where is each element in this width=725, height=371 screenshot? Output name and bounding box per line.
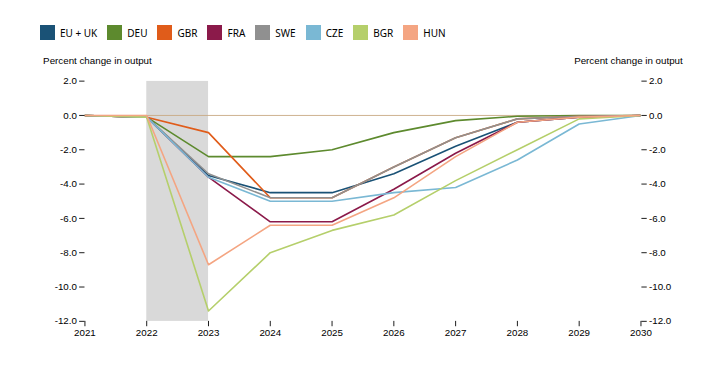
svg-text:-4.0: -4.0	[60, 178, 77, 189]
svg-text:0.0: 0.0	[649, 110, 663, 121]
svg-text:-8.0: -8.0	[60, 247, 77, 258]
html-text:HUN: HUN	[423, 25, 446, 40]
svg-text:2030: 2030	[630, 327, 652, 338]
svg-text:-2.0: -2.0	[649, 144, 666, 155]
svg-text:-6.0: -6.0	[60, 213, 77, 224]
svg-text:-12.0: -12.0	[649, 315, 672, 326]
svg-text:2025: 2025	[321, 327, 343, 338]
html-text:EU + UK: EU + UK	[60, 25, 98, 40]
html-text:GBR: GBR	[177, 25, 198, 40]
svg-text:2029: 2029	[568, 327, 590, 338]
html-text:CZE: CZE	[325, 25, 344, 40]
svg-text:-4.0: -4.0	[649, 178, 666, 189]
svg-text:2021: 2021	[74, 327, 96, 338]
svg-text:2.0: 2.0	[63, 75, 77, 86]
svg-text:-8.0: -8.0	[649, 247, 666, 258]
svg-text:Percent change in output: Percent change in output	[43, 55, 152, 66]
svg-text:2027: 2027	[445, 327, 467, 338]
svg-text:-2.0: -2.0	[60, 144, 77, 155]
svg-text:2.0: 2.0	[649, 75, 663, 86]
html-text:SWE: SWE	[275, 25, 296, 40]
html-text:DEU: DEU	[127, 25, 148, 40]
svg-text:0.0: 0.0	[63, 110, 77, 121]
svg-text:2026: 2026	[383, 327, 405, 338]
html-text:FRA: FRA	[227, 25, 246, 40]
svg-text:2022: 2022	[136, 327, 158, 338]
svg-text:-6.0: -6.0	[649, 213, 666, 224]
svg-text:Percent change in output: Percent change in output	[574, 55, 683, 66]
svg-text:-10.0: -10.0	[649, 281, 672, 292]
svg-text:-12.0: -12.0	[55, 315, 78, 326]
svg-text:2028: 2028	[507, 327, 529, 338]
html-text:BGR: BGR	[373, 25, 394, 40]
svg-text:2023: 2023	[198, 327, 220, 338]
svg-text:2024: 2024	[259, 327, 281, 338]
svg-text:-10.0: -10.0	[55, 281, 78, 292]
